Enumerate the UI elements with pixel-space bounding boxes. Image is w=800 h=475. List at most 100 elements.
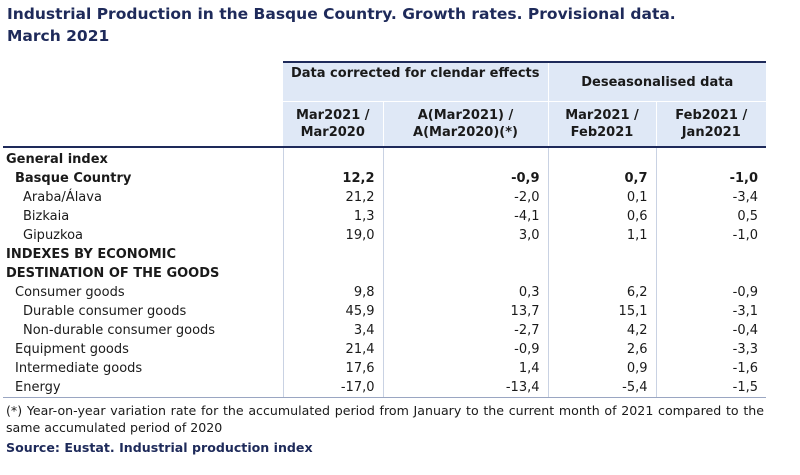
cell-value: 21,4: [282, 339, 383, 359]
cell-value: 9,8: [282, 282, 383, 302]
cell-value: [382, 146, 548, 169]
page-title: Industrial Production in the Basque Coun…: [7, 3, 797, 47]
cell-value: 0,5: [655, 206, 766, 226]
col3-line1: Mar2021 /: [565, 107, 639, 123]
col-header-mar21-mar20: Mar2021 / Mar2020: [283, 101, 383, 148]
header-blank-2: [3, 101, 283, 148]
cell-value: [282, 244, 383, 264]
cell-value: 3,0: [382, 225, 548, 245]
cell-value: -5,4: [547, 377, 656, 398]
row-label: Araba/Álava: [23, 189, 102, 205]
cell-value: -3,1: [655, 301, 766, 321]
footnote: (*) Year-on-year variation rate for the …: [6, 403, 764, 435]
title-line-2: March 2021: [7, 27, 110, 45]
row-label: Bizkaia: [23, 208, 70, 224]
cell-value: 15,1: [547, 301, 656, 321]
title-line-1: Industrial Production in the Basque Coun…: [7, 5, 676, 23]
cell-value: 12,2: [282, 168, 383, 188]
col1-line1: Mar2021 /: [295, 107, 370, 123]
table-row: General index: [3, 146, 766, 169]
cell-value: -1,0: [655, 225, 766, 245]
row-label: Intermediate goods: [15, 360, 143, 376]
cell-value: 1,3: [282, 206, 383, 226]
cell-value: -0,9: [655, 282, 766, 302]
header-blank: [3, 62, 283, 102]
table-row: Durable consumer goods 45,9 13,7 15,1 -3,1: [3, 301, 766, 321]
cell-value: 0,3: [382, 282, 548, 302]
cell-value: -4,1: [382, 206, 548, 226]
group-header-deseasonalised: Deseasonalised data: [547, 61, 766, 102]
cell-value: [382, 244, 548, 264]
row-label: INDEXES BY ECONOMIC: [6, 246, 177, 262]
cell-value: 1,4: [382, 358, 548, 378]
cell-value: -0,4: [655, 320, 766, 340]
header-row-groups: Data corrected for clendar effects Desea…: [3, 61, 766, 102]
table-row: Consumer goods 9,8 0,3 6,2 -0,9: [3, 282, 766, 302]
cell-value: [547, 244, 656, 264]
row-label: Non-durable consumer goods: [23, 322, 216, 338]
source-note: Source: Eustat. Industrial production in…: [6, 440, 313, 455]
col2-line1: A(Mar2021) /: [417, 107, 514, 123]
table-row: Intermediate goods 17,6 1,4 0,9 -1,6: [3, 358, 766, 378]
header-row-columns: Mar2021 / Mar2020 A(Mar2021) / A(Mar2020…: [3, 101, 766, 148]
cell-value: 17,6: [282, 358, 383, 378]
cell-value: 19,0: [282, 225, 383, 245]
row-label: Gipuzkoa: [23, 227, 83, 243]
cell-value: [382, 263, 548, 283]
cell-value: -3,4: [655, 187, 766, 207]
growth-rates-table: Data corrected for clendar effects Desea…: [3, 61, 766, 398]
table-row: Non-durable consumer goods 3,4 -2,7 4,2 -0,4: [3, 320, 766, 340]
table-row: Energy -17,0 -13,4 -5,4 -1,5: [3, 377, 766, 398]
table-row: Gipuzkoa 19,0 3,0 1,1 -1,0: [3, 225, 766, 245]
cell-value: 45,9: [282, 301, 383, 321]
col-header-feb21-jan21: Feb2021 / Jan2021: [655, 101, 766, 148]
cell-value: -13,4: [382, 377, 548, 398]
cell-value: [547, 146, 656, 169]
cell-value: -1,0: [655, 168, 766, 188]
col-header-accumulated: A(Mar2021) / A(Mar2020)(*): [382, 101, 548, 148]
cell-value: -3,3: [655, 339, 766, 359]
row-label: Energy: [3, 377, 283, 398]
row-label: DESTINATION OF THE GOODS: [6, 265, 220, 281]
table-row: Bizkaia 1,3 -4,1 0,6 0,5: [3, 206, 766, 226]
row-label: Consumer goods: [15, 284, 125, 300]
col3-line2: Feb2021: [570, 124, 634, 140]
table-row: DESTINATION OF THE GOODS: [3, 263, 766, 283]
cell-value: 1,1: [547, 225, 656, 245]
cell-value: [655, 146, 766, 169]
cell-value: -1,5: [655, 377, 766, 398]
cell-value: [282, 263, 383, 283]
cell-value: 0,1: [547, 187, 656, 207]
col4-line1: Feb2021 /: [675, 107, 748, 123]
row-label: Durable consumer goods: [23, 303, 187, 319]
col4-line2: Jan2021: [681, 124, 741, 140]
cell-value: -17,0: [282, 377, 383, 398]
cell-value: [547, 263, 656, 283]
cell-value: -1,6: [655, 358, 766, 378]
col-header-mar21-feb21: Mar2021 / Feb2021: [547, 101, 656, 148]
cell-value: [282, 146, 383, 169]
table-row: Equipment goods 21,4 -0,9 2,6 -3,3: [3, 339, 766, 359]
cell-value: [655, 244, 766, 264]
cell-value: -2,7: [382, 320, 548, 340]
cell-value: 3,4: [282, 320, 383, 340]
cell-value: 13,7: [382, 301, 548, 321]
col1-line2: Mar2020: [300, 124, 365, 140]
table-row: Araba/Álava 21,2 -2,0 0,1 -3,4: [3, 187, 766, 207]
cell-value: 0,7: [547, 168, 656, 188]
row-label: General index: [6, 151, 108, 167]
group-header-calendar-corrected: Data corrected for clendar effects: [283, 61, 548, 102]
cell-value: 0,6: [547, 206, 656, 226]
cell-value: -2,0: [382, 187, 548, 207]
cell-value: 21,2: [282, 187, 383, 207]
cell-value: 4,2: [547, 320, 656, 340]
cell-value: 0,9: [547, 358, 656, 378]
cell-value: 2,6: [547, 339, 656, 359]
table-row: Basque Country 12,2 -0,9 0,7 -1,0: [3, 168, 766, 188]
cell-value: -0,9: [382, 339, 548, 359]
row-label: Equipment goods: [15, 341, 129, 357]
table-body: General index Basque Country 12,2 -0,9 0,7 -1…: [3, 146, 766, 398]
cell-value: [655, 263, 766, 283]
cell-value: 6,2: [547, 282, 656, 302]
table-row: INDEXES BY ECONOMIC: [3, 244, 766, 264]
